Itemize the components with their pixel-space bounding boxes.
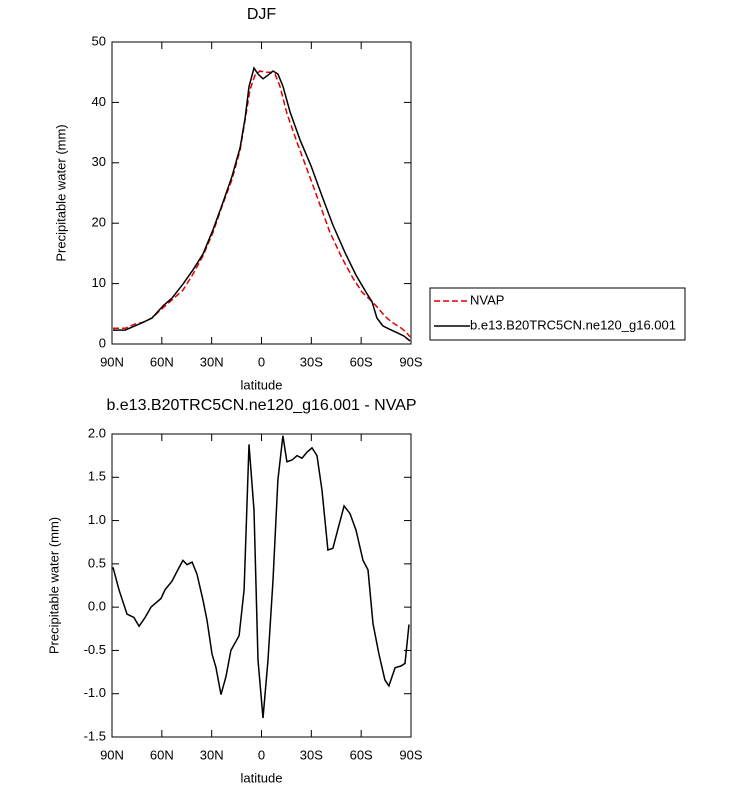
y-tick-label: 30 bbox=[92, 154, 106, 169]
legend-label: NVAP bbox=[470, 292, 504, 307]
y-axis-label: Precipitable water (mm) bbox=[53, 124, 68, 261]
y-tick-label: 40 bbox=[92, 94, 106, 109]
y-axis-label: Precipitable water (mm) bbox=[46, 517, 61, 654]
x-tick-label: 30N bbox=[200, 354, 224, 369]
x-tick-label: 0 bbox=[258, 354, 265, 369]
x-tick-label: 0 bbox=[258, 747, 265, 762]
data-line bbox=[113, 70, 411, 338]
plot-frame bbox=[111, 433, 412, 738]
y-tick-label: 50 bbox=[92, 33, 106, 48]
y-tick-label: 1.5 bbox=[88, 469, 106, 484]
data-line bbox=[113, 66, 411, 342]
plot-frame bbox=[111, 41, 412, 345]
chart-title: b.e13.B20TRC5CN.ne120_g16.001 - NVAP bbox=[106, 397, 416, 414]
y-tick-label: 1.0 bbox=[88, 512, 106, 527]
x-tick-label: 60S bbox=[350, 747, 373, 762]
y-tick-label: 10 bbox=[92, 275, 106, 290]
y-tick-label: -1.0 bbox=[84, 685, 106, 700]
x-tick-label: 60S bbox=[350, 354, 373, 369]
y-tick-label: 0.0 bbox=[88, 599, 106, 614]
x-tick-label: 60N bbox=[150, 747, 174, 762]
chart-title: DJF bbox=[247, 6, 277, 23]
y-tick-label: -0.5 bbox=[84, 642, 106, 657]
x-axis-label: latitude bbox=[241, 770, 283, 785]
x-tick-label: 30N bbox=[200, 747, 224, 762]
legend-box bbox=[429, 287, 686, 341]
y-tick-label: 0.5 bbox=[88, 555, 106, 570]
x-tick-label: 60N bbox=[150, 354, 174, 369]
legend-label: b.e13.B20TRC5CN.ne120_g16.001 bbox=[470, 317, 676, 332]
y-tick-label: -1.5 bbox=[84, 728, 106, 743]
x-axis-label: latitude bbox=[241, 377, 283, 392]
x-tick-label: 30S bbox=[300, 747, 323, 762]
y-tick-label: 0 bbox=[99, 335, 106, 350]
data-line bbox=[112, 435, 410, 719]
y-tick-label: 2.0 bbox=[88, 425, 106, 440]
y-tick-label: 20 bbox=[92, 215, 106, 230]
x-tick-label: 30S bbox=[300, 354, 323, 369]
x-tick-label: 90N bbox=[100, 354, 124, 369]
x-tick-label: 90N bbox=[100, 747, 124, 762]
x-tick-label: 90S bbox=[399, 747, 422, 762]
x-tick-label: 90S bbox=[399, 354, 422, 369]
